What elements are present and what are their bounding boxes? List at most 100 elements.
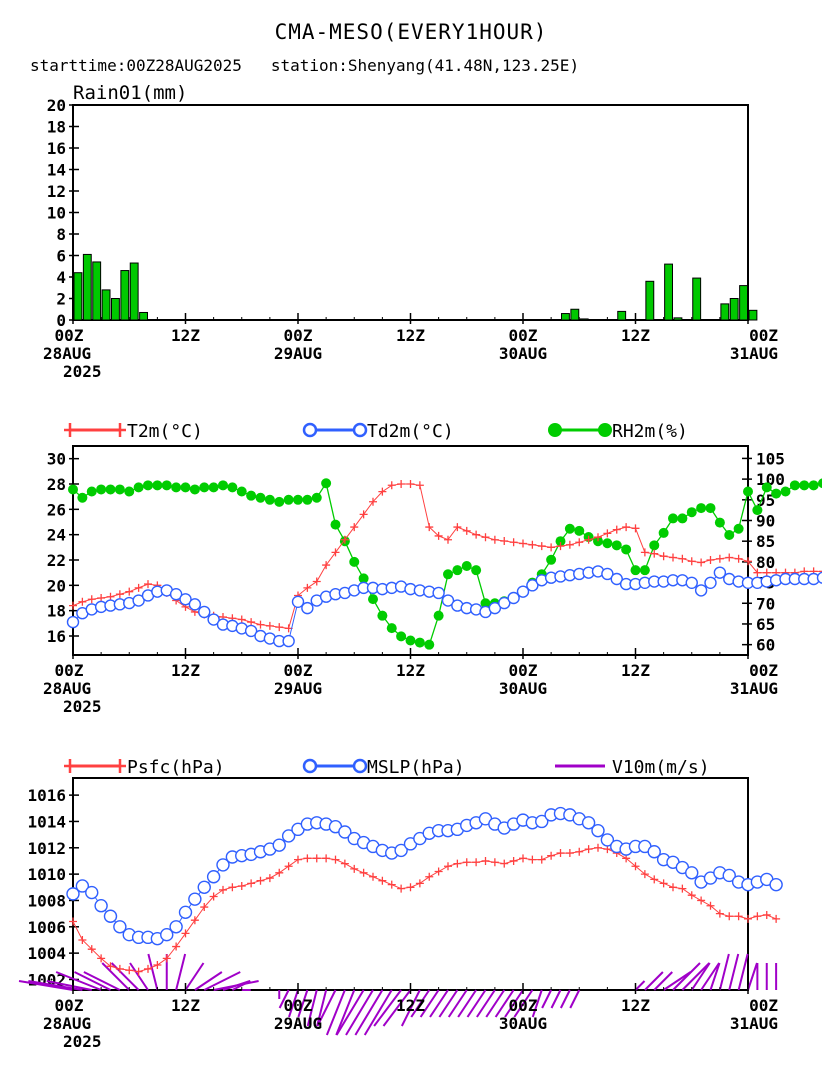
temp-ytick-label: 16 <box>47 627 66 646</box>
temp-ytick-label: 28 <box>47 475 66 494</box>
wind-stick <box>297 989 309 1018</box>
wind-stick <box>747 962 758 991</box>
rh2m-point <box>386 623 397 634</box>
pres-xtick-label: 28AUG <box>43 1014 91 1033</box>
rh2m-point <box>236 486 247 497</box>
mslp-point <box>75 879 90 893</box>
psfc-point <box>650 875 659 884</box>
td2m-point <box>816 571 822 584</box>
psfc-point <box>725 912 734 921</box>
rh2m-point <box>696 503 707 514</box>
t2m-point <box>237 615 246 624</box>
wind-stick <box>447 989 468 1018</box>
legend-td2m-marker <box>352 422 368 438</box>
rh2m-point <box>293 494 303 505</box>
t2m-point <box>659 552 668 561</box>
rh2m-point <box>264 494 275 505</box>
rh2m-point <box>461 561 472 572</box>
legend-rh2m-label: RH2m(%) <box>612 421 688 442</box>
temp-xtick-label: 00Z <box>284 661 313 680</box>
wind-stick <box>718 953 730 991</box>
wind-stick <box>476 989 496 1018</box>
td2m-point <box>207 613 220 626</box>
td2m-point <box>198 605 211 619</box>
psfc-point <box>331 855 340 864</box>
t2m-point <box>453 523 462 532</box>
legend-rh2m-marker <box>598 423 612 437</box>
mslp-point <box>66 887 80 901</box>
psfc-point <box>715 909 724 918</box>
rh2m-point <box>771 488 782 499</box>
psfc-point <box>247 879 256 888</box>
td2m-point <box>516 585 530 598</box>
psfc-point <box>134 967 143 976</box>
wind-stick <box>203 971 241 991</box>
t2m-point <box>734 554 743 563</box>
t2m-point <box>631 524 640 533</box>
psfc-point <box>565 849 574 858</box>
temp-ytick-label: 30 <box>47 450 66 469</box>
temp-xtick-label: 31AUG <box>730 679 778 698</box>
rh2m-point <box>677 513 688 524</box>
psfc-point <box>678 884 687 893</box>
mslp-point <box>281 829 296 843</box>
wind-stick <box>46 980 92 991</box>
wind-stick <box>559 989 571 1009</box>
psfc-point <box>453 859 462 868</box>
rh-ytick-label: 105 <box>756 449 785 468</box>
psfc-point <box>200 903 209 912</box>
rain-bar <box>73 272 83 321</box>
temp-xtick-label: 29AUG <box>274 679 322 698</box>
rain-bar <box>673 317 683 321</box>
rh2m-point <box>414 637 425 648</box>
psfc-point <box>219 885 227 894</box>
t2m-point <box>115 590 124 599</box>
wind-stick <box>231 980 251 991</box>
mslp-point <box>722 868 736 883</box>
psfc-point <box>500 859 509 868</box>
pres-xtick-label: 00Z <box>284 996 313 1015</box>
psfc-point <box>350 864 359 873</box>
rh2m-point <box>733 523 744 534</box>
psfc-point <box>397 884 406 893</box>
wind-stick <box>382 989 412 1027</box>
t2m-point <box>125 587 134 596</box>
rh2m-point <box>218 480 228 491</box>
rh2m-point <box>321 478 332 489</box>
psfc-point <box>472 858 481 867</box>
t2m-point <box>715 554 724 563</box>
rh2m-point <box>752 505 763 516</box>
t2m-point <box>256 620 265 629</box>
wind-stick <box>569 989 581 1009</box>
psfc-point <box>594 843 602 852</box>
psfc-point <box>190 916 199 925</box>
rh2m-point <box>133 482 144 493</box>
wind-stick <box>550 989 562 1009</box>
rh2m-point <box>349 556 360 567</box>
rh2m-point <box>86 486 97 497</box>
psfc-point <box>575 847 584 856</box>
t2m-point <box>481 533 490 542</box>
t2m-point <box>706 556 715 564</box>
td2m-point <box>713 566 727 579</box>
rh-ytick-label: 95 <box>756 491 775 510</box>
rh2m-point <box>743 486 753 497</box>
pres-xtick-label: 30AUG <box>499 1014 547 1033</box>
td2m-point <box>498 596 511 610</box>
rh2m-point <box>311 492 322 503</box>
t2m-point <box>744 557 752 566</box>
rain-bar <box>664 263 673 321</box>
temp-ytick-label: 22 <box>47 551 66 570</box>
wind-stick <box>83 971 121 991</box>
rh2m-point <box>424 639 435 650</box>
psfc-point <box>125 966 134 975</box>
mslp-point <box>600 833 615 847</box>
rh2m-point <box>780 486 791 497</box>
temp-xtick-label: 2025 <box>63 697 102 716</box>
rh-ytick-label: 60 <box>756 636 775 655</box>
rh-ytick-label: 80 <box>756 553 775 572</box>
temp-ytick-label: 20 <box>47 576 66 595</box>
rh2m-point <box>124 486 135 497</box>
rain-bar <box>748 309 758 321</box>
psfc-point <box>697 896 706 905</box>
